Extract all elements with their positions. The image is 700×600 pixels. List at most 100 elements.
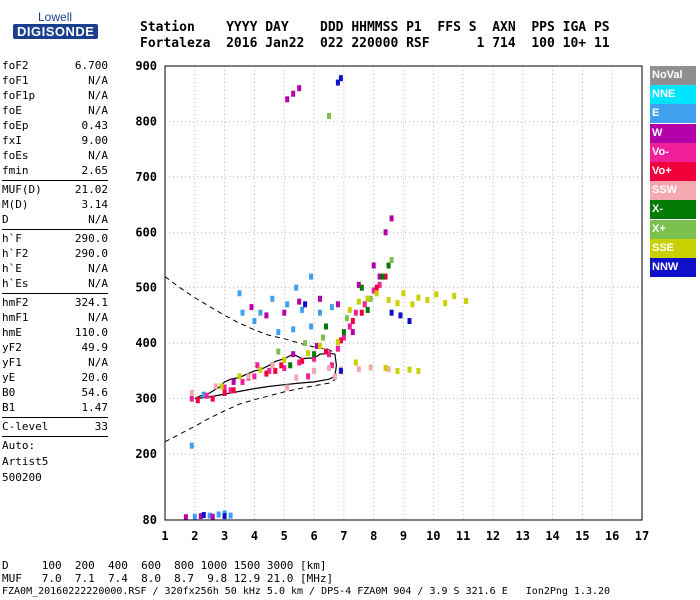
echo-point (395, 300, 400, 307)
echo-point (198, 513, 203, 520)
param-value: N/A (88, 89, 108, 102)
y-tick-label: 400 (135, 336, 157, 350)
echo-point (383, 365, 388, 372)
echo-point (321, 334, 325, 341)
echo-point (270, 362, 275, 369)
param-value: 290.0 (74, 232, 108, 245)
parameter-panel: foF2 6.700 foF1 N/A foF1p N/A foE N/A foEp 0.43 fx… (2, 58, 108, 486)
profile-dashed-upper (164, 276, 336, 354)
param-name: yF2 (2, 341, 22, 354)
echo-point (398, 312, 403, 319)
echo-point (219, 383, 224, 390)
param-value: 9.00 (81, 134, 109, 147)
param-value: 49.9 (81, 341, 109, 354)
x-tick-label: 1 (161, 529, 168, 543)
param-name: foE (2, 104, 22, 117)
echo-point (222, 384, 227, 391)
echo-point (300, 306, 305, 313)
artist-code: 500200 (2, 471, 42, 484)
echo-point (350, 329, 355, 336)
legend-item-e: E (650, 104, 696, 124)
param-value: 20.0 (81, 371, 109, 384)
param-name: hmF2 (2, 296, 29, 309)
echo-point (264, 370, 269, 377)
echo-point (195, 397, 200, 404)
echo-point (273, 367, 278, 374)
echo-point (267, 367, 272, 374)
y-tick-label: 300 (135, 392, 157, 406)
param-value: 0.43 (81, 119, 109, 132)
x-tick-label: 12 (486, 529, 500, 543)
echo-point (207, 512, 212, 519)
footer-distance-scale: D 100 200 400 600 800 1000 1500 3000 [km… (2, 559, 327, 572)
echo-point (285, 301, 290, 308)
echo-point (291, 351, 296, 358)
echo-point (228, 512, 233, 519)
x-tick-label: 14 (545, 529, 559, 543)
lowell-brand-text: Lowell (38, 10, 73, 24)
param-row: fxI 9.00 (2, 133, 108, 148)
param-name: foF2 (2, 59, 29, 72)
echo-point (252, 318, 257, 324)
param-row: MUF(D) 21.02 (2, 182, 108, 197)
echo-point (353, 359, 358, 366)
echo-point (192, 513, 197, 520)
param-row: C-level 33 (2, 419, 108, 434)
echo-point (329, 304, 334, 311)
echo-point (416, 367, 421, 374)
echo-point (347, 323, 352, 330)
param-row: hmF2 324.1 (2, 295, 108, 310)
echo-point (368, 364, 373, 371)
echo-point (312, 367, 317, 374)
echo-point (434, 291, 439, 298)
echo-point (306, 350, 311, 357)
x-tick-label: 8 (370, 529, 377, 543)
echo-point (350, 318, 355, 324)
echo-point (201, 391, 206, 398)
echo-point (389, 309, 394, 316)
params-group-muf: MUF(D) 21.02 M(D) 3.14 D N/A (2, 182, 108, 227)
y-tick-label: 80 (143, 513, 157, 527)
legend-item-x-: X+ (650, 219, 696, 239)
param-name: hmF1 (2, 311, 29, 324)
param-name: h`E (2, 262, 22, 275)
echo-point (252, 373, 257, 380)
param-name: B0 (2, 386, 16, 399)
param-name: h`F (2, 232, 22, 245)
param-value: N/A (88, 74, 108, 87)
echo-point (356, 298, 361, 305)
digisonde-logo: DIGISONDE (13, 24, 99, 39)
echo-point (294, 284, 299, 291)
param-name: M(D) (2, 198, 29, 211)
x-tick-label: 13 (516, 529, 530, 543)
y-tick-label: 900 (135, 59, 157, 73)
echo-point (303, 340, 308, 347)
echo-point (276, 348, 281, 355)
echo-point (213, 383, 218, 390)
legend-item-nnw: NNW (650, 258, 696, 277)
echo-point (309, 323, 314, 330)
separator (2, 229, 108, 230)
echo-point (240, 378, 245, 385)
echo-point (380, 273, 385, 280)
echo-point (216, 511, 221, 518)
echo-point (374, 284, 379, 291)
echo-point (365, 306, 370, 313)
echo-point (276, 329, 281, 336)
param-value: 110.0 (74, 326, 108, 339)
echo-point (327, 112, 331, 119)
param-value: 21.02 (74, 183, 108, 196)
param-row: hmE 110.0 (2, 325, 108, 340)
separator (2, 417, 108, 418)
echo-point (282, 356, 287, 363)
echo-point (338, 367, 343, 374)
param-name: yE (2, 371, 16, 384)
param-name: foEp (2, 119, 29, 132)
echo-point (377, 281, 382, 288)
profile-dashed-lower (164, 379, 336, 443)
param-row: D N/A (2, 212, 108, 227)
echo-point (288, 362, 293, 369)
param-name: fxI (2, 134, 22, 147)
y-tick-label: 500 (135, 281, 157, 295)
param-row: foF1p N/A (2, 88, 108, 103)
